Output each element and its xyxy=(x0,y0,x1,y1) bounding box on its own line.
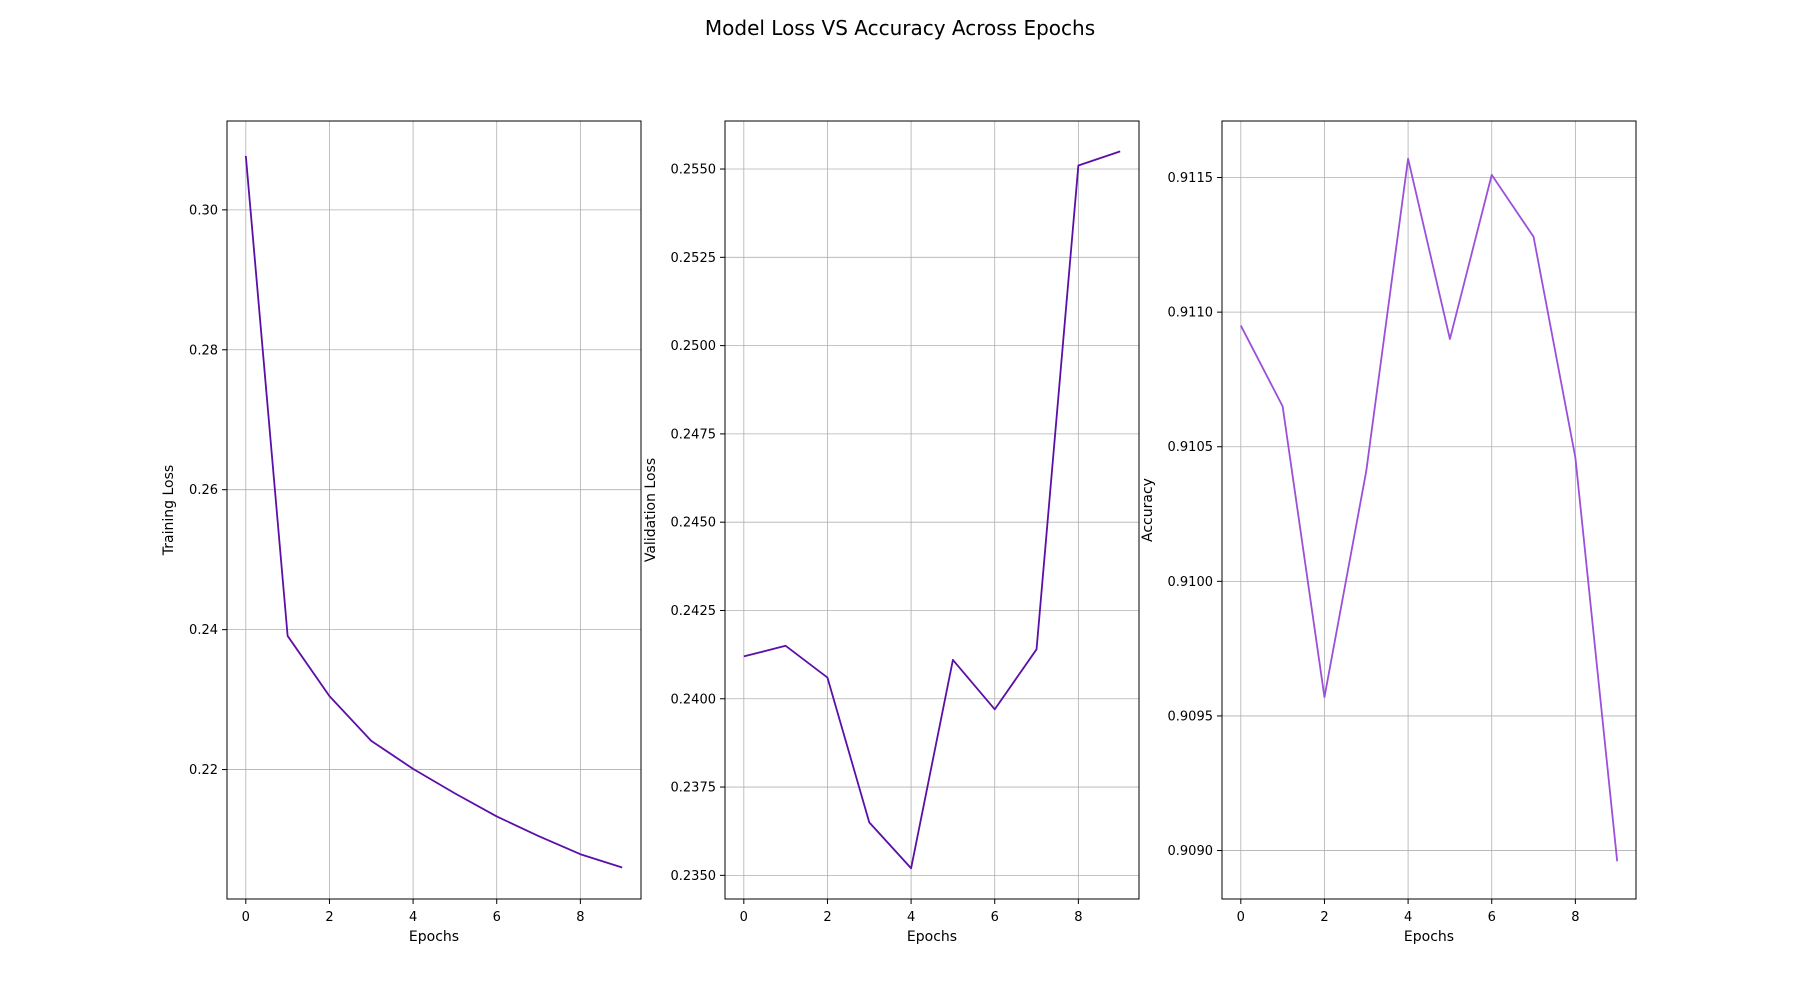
x-tick-label: 8 xyxy=(576,910,584,925)
x-tick-label: 2 xyxy=(325,910,333,925)
x-axis-label: Epochs xyxy=(1404,929,1454,945)
x-tick-label: 0 xyxy=(740,910,748,925)
x-tick-label: 8 xyxy=(1571,910,1579,925)
y-axis-label: Accuracy xyxy=(1140,478,1156,542)
x-tick-label: 8 xyxy=(1074,910,1082,925)
chart-title: Model Loss VS Accuracy Across Epochs xyxy=(704,16,1096,40)
y-tick-label: 0.9090 xyxy=(1168,844,1214,859)
y-tick-label: 0.2500 xyxy=(671,339,717,354)
x-axis-label: Epochs xyxy=(907,929,957,945)
y-tick-label: 0.2350 xyxy=(671,869,717,884)
x-tick-label: 6 xyxy=(1488,910,1496,925)
x-tick-label: 4 xyxy=(1404,910,1412,925)
y-tick-label: 0.2450 xyxy=(671,516,717,531)
subplot-accuracy: 0 2 4 6 8 0.9090 0.9095 0.9100 0.9105 0.9110 0.911… xyxy=(1140,120,1637,945)
y-tick-label: 0.9095 xyxy=(1168,709,1214,724)
y-tick-label: 0.2550 xyxy=(671,163,717,178)
y-tick-label: 0.2475 xyxy=(671,427,717,442)
y-tick-label: 0.2525 xyxy=(671,251,717,266)
y-tick-label: 0.26 xyxy=(189,483,218,498)
series-line xyxy=(244,155,623,869)
y-tick-label: 0.9110 xyxy=(1168,306,1214,321)
y-tick-label: 0.30 xyxy=(189,203,218,218)
x-tick-label: 0 xyxy=(242,910,250,925)
x-axis-label: Epochs xyxy=(409,929,459,945)
y-tick-label: 0.9100 xyxy=(1168,575,1214,590)
y-tick-label: 0.2425 xyxy=(671,604,717,619)
plot-frame xyxy=(226,120,642,900)
x-tick-label: 4 xyxy=(409,910,417,925)
y-tick-label: 0.24 xyxy=(189,623,218,638)
y-tick-label: 0.22 xyxy=(189,763,218,778)
series-line xyxy=(1240,157,1619,862)
y-axis-label: Validation Loss xyxy=(643,458,659,562)
subplot-validation-loss: 0 2 4 6 8 0.2350 0.2375 0.2400 0.2425 0.2450 0.247… xyxy=(643,120,1140,945)
y-tick-label: 0.9115 xyxy=(1168,171,1214,186)
y-tick-label: 0.2375 xyxy=(671,781,717,796)
plot-frame xyxy=(724,120,1140,900)
series-line xyxy=(743,150,1121,870)
x-tick-label: 6 xyxy=(493,910,501,925)
plot-frame xyxy=(1221,120,1637,900)
x-tick-label: 2 xyxy=(1320,910,1328,925)
x-tick-label: 6 xyxy=(991,910,999,925)
y-tick-label: 0.28 xyxy=(189,343,218,358)
subplot-training-loss: 0 2 4 6 8 0.22 0.24 0.26 0.28 0.30 Epochs Training … xyxy=(161,120,642,945)
x-tick-label: 2 xyxy=(823,910,831,925)
x-tick-label: 4 xyxy=(907,910,915,925)
x-tick-label: 0 xyxy=(1237,910,1245,925)
y-axis-label: Training Loss xyxy=(161,465,177,556)
y-tick-label: 0.9105 xyxy=(1168,440,1214,455)
y-tick-label: 0.2400 xyxy=(671,692,717,707)
